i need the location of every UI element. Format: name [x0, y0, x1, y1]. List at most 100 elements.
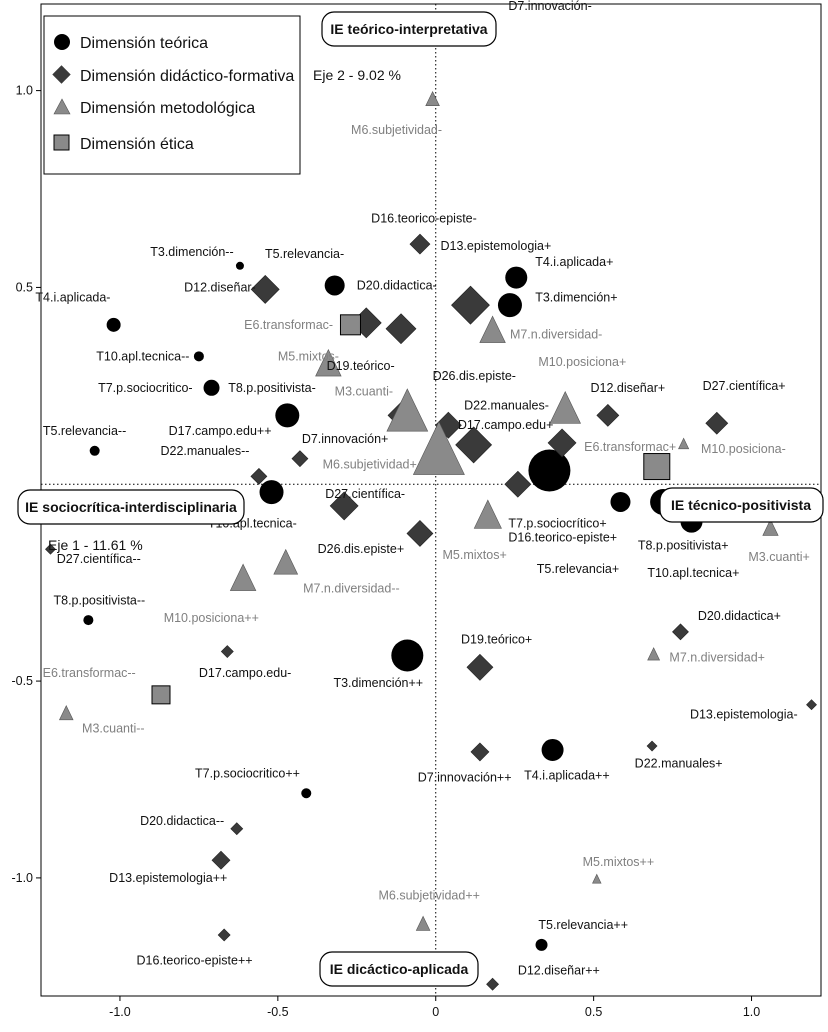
point-label-m10-posicionaplus: M10.posiciona+	[538, 355, 626, 369]
point-label-d19-teoricominus: D19.teórico-	[327, 359, 395, 373]
point-diamond-d26-dis-episteplus	[406, 520, 434, 547]
point-label-d13-epistemologiaplusplus: D13.epistemologia++	[109, 871, 227, 885]
point-label-d16-teoricominusepisteplusplus: D16.teorico-episte++	[137, 954, 253, 968]
legend-label-didactic: Dimensión didáctico-formativa	[80, 68, 294, 85]
point-label-m6-subjetividadplusplus: M6.subjetividad++	[378, 889, 479, 903]
point-label-d26-dis-episteminus: D26.dis.episte-	[433, 369, 516, 383]
point-label-t4-i-aplicadaplus: T4.i.aplicada+	[535, 255, 613, 269]
legend-label-methodological: Dimensión metodológica	[80, 100, 255, 117]
point-label-m7-n-diversidadplus: M7.n.diversidad+	[669, 650, 765, 664]
pole-title-top-text: IE teórico-interpretativa	[330, 21, 487, 37]
y-tick-label: -0.5	[11, 674, 33, 688]
x-tick-label: 0	[432, 1005, 439, 1019]
legend-triangle-icon	[53, 98, 71, 115]
point-circle-t8-p-positivistaminusminus	[83, 615, 94, 626]
point-diamond-d19-teoricoplus	[466, 653, 494, 681]
point-label-d26-dis-episteplus: D26.dis.episte+	[318, 542, 405, 556]
point-label-t7-p-sociocriticoplus: T7.p.sociocrítico+	[508, 517, 606, 531]
point-label-t4-i-aplicadaplusplus: T4.i.aplicada++	[524, 769, 609, 783]
point-triangle-m6-subjetividadminus	[425, 90, 440, 107]
point-label-m5-mixtosminus: M5.mixtos-	[278, 349, 339, 363]
point-diamond-d17-campo-eduplus	[455, 426, 493, 464]
point-label-m3-cuantiminus: M3.cuanti-	[335, 385, 393, 399]
point-label-t8-p-positivistaplus: T8.p.positivista+	[638, 538, 729, 552]
pole-title-bottom-box	[319, 951, 479, 987]
legend-label-theoretical: Dimensión teórica	[80, 35, 208, 52]
point-label-e6-transformacminus: E6.transformac-	[244, 318, 333, 332]
point-label-t5-relevanciaplusplus: T5.relevancia++	[538, 918, 628, 932]
point-diamond-d16-teoricominusepisteminus	[409, 233, 431, 255]
point-label-t10-apl-tecnicaplus: T10.apl.tecnica+	[647, 566, 739, 580]
point-circle-t5-relevanciaplusplus	[535, 938, 548, 951]
point-label-d16-teoricominusepisteplus: D16.teorico-episte+	[508, 530, 617, 544]
point-label-d16-teoricominusepisteminus: D16.teorico-episte-	[371, 212, 477, 226]
point-label-t3-dimencionminusminus: T3.dimención--	[150, 245, 233, 259]
point-label-d20-didacticaminusminus: D20.didactica--	[140, 814, 224, 828]
point-triangle-m5-mixtosplus	[473, 499, 502, 529]
point-triangle-m5-mixtosminus	[315, 348, 342, 377]
point-label-d20-didacticaplus: D20.didactica+	[698, 609, 781, 623]
point-label-m7-n-diversidadminusminus: M7.n.diversidad--	[303, 582, 400, 596]
point-diamond-d12-disenarminus	[250, 274, 280, 304]
point-label-m5-mixtosplus: M5.mixtos+	[443, 548, 507, 562]
point-diamond-d20-didacticaplus	[672, 623, 689, 641]
point-label-t5-relevanciaminusminus: T5.relevancia--	[43, 424, 126, 438]
x-tick-label: -0.5	[267, 1005, 289, 1019]
pole-title-bottom-text: IE dicáctico-aplicada	[330, 961, 469, 977]
pole-title-left-box	[17, 489, 245, 525]
point-circle-t5-relevanciaplus	[610, 491, 631, 512]
point-label-t8-p-positivistaminusminus: T8.p.positivista--	[54, 593, 146, 607]
y-tick-label: -1.0	[11, 871, 33, 885]
point-diamond-d17-campo-eduminus	[220, 645, 234, 658]
point-diamond-d22-manualesminusminus	[291, 450, 309, 468]
point-circle-t10-apl-tecnicaminusminus	[193, 351, 204, 362]
point-label-m3-cuantiminusminus: M3.cuanti--	[82, 721, 145, 735]
pole-title-right-text: IE técnico-positivista	[671, 497, 811, 513]
legend-box	[43, 15, 301, 175]
point-diamond-d13-epistemologiaminus	[806, 699, 817, 711]
point-triangle-m5-mixtosplusplus	[592, 873, 602, 884]
y-tick-label: 1.0	[16, 84, 33, 98]
point-circle-t8-p-positivistaminus	[275, 403, 300, 428]
point-circle-t4-i-aplicadaplusplus	[541, 738, 564, 761]
point-diamond-unlabeled	[250, 467, 268, 485]
axes-layer: -1.0 -0.5 0 0.5 1.0 1.0 0.5 -0.5 -1.0	[11, 4, 821, 1019]
point-circle-t3-dimencionplus	[497, 293, 522, 318]
point-diamond-d12-disenarplus	[596, 403, 620, 427]
point-label-d17-campo-eduminus: D17.campo.edu-	[199, 666, 291, 680]
point-label-m6-subjetividadminus: M6.subjetividad-	[351, 123, 442, 137]
point-label-d20-didacticaminus: D20.didactica-	[357, 278, 437, 292]
point-label-d7-innovacionplusplus: D7.innovación++	[418, 771, 512, 785]
point-circle-t3-dimencionplusplus	[391, 639, 424, 672]
legend: Dimensión teórica Dimensión didáctico-fo…	[43, 15, 301, 175]
point-square-e6-transformacplus	[643, 453, 671, 481]
point-label-d12-disenarminus: D12.diseñar-	[184, 280, 256, 294]
point-circle-t5-relevanciaminus	[324, 275, 345, 296]
point-triangle-m6-subjetividadplus	[412, 421, 465, 475]
legend-square-icon	[53, 134, 70, 151]
point-label-d13-epistemologiaminus: D13.epistemologia-	[690, 708, 798, 722]
point-triangle-m6-subjetividadplusplus	[415, 915, 431, 931]
point-label-d27-cientificaplus: D27.científica+	[703, 379, 786, 393]
point-label-t3-dimencionplusplus: T3.dimención++	[333, 676, 423, 690]
point-label-e6-transformacplus: E6.transformac+	[584, 440, 676, 454]
point-triangle-m3-cuantiplus	[762, 518, 779, 536]
point-triangle-m10-posicionaplusplus	[229, 563, 257, 591]
point-label-m7-n-diversidadminus: M7.n.diversidad-	[510, 328, 602, 342]
point-label-d17-campo-eduplus: D17.campo.edu+	[458, 418, 554, 432]
point-label-d27-cientificaminus: D27.científica-	[325, 487, 405, 501]
legend-diamond-icon	[52, 65, 71, 84]
point-circle-t5-relevanciaminusminus	[89, 445, 100, 456]
legend-circle-icon	[54, 34, 70, 50]
point-diamond-d16-teoricominusepisteplusplus	[217, 928, 231, 942]
x-tick-label: 0.5	[585, 1005, 602, 1019]
point-square-e6-transformacminusminus	[151, 685, 171, 705]
point-label-d22-manualesminusminus: D22.manuales--	[160, 444, 249, 458]
x-tick-label: -1.0	[109, 1005, 131, 1019]
point-triangle-m7-n-diversidadminusminus	[273, 548, 299, 575]
point-diamond-d7-innovacionplusplus	[470, 742, 490, 762]
point-circle-t10-apl-tecnicaminus	[259, 480, 284, 505]
pole-title-bottom: IE dicáctico-aplicada	[319, 951, 479, 987]
point-diamond-d13-epistemologiaplusplus	[211, 850, 231, 870]
point-diamond-unlabeled	[547, 428, 577, 458]
